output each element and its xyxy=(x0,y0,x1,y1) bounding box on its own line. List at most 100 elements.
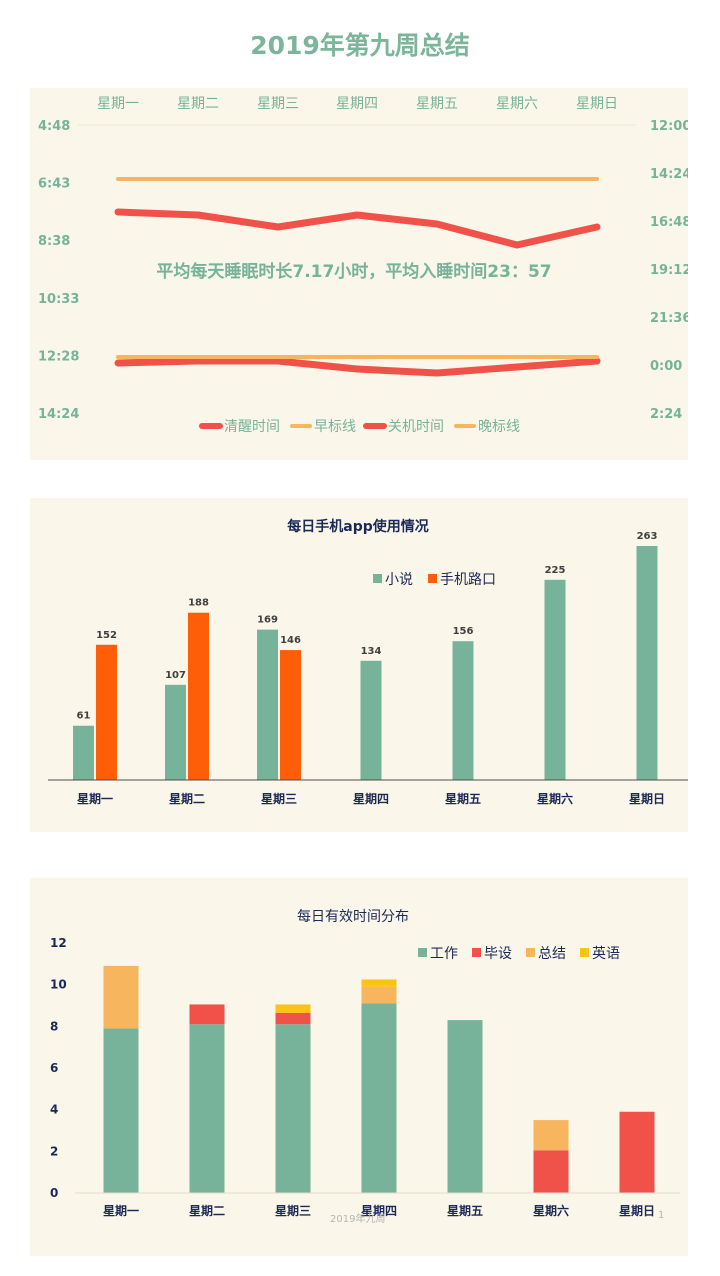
x-tick-label: 星期四 xyxy=(336,96,378,112)
right-axis-tick: 0:00 xyxy=(650,359,682,374)
app-usage-chart-panel: 每日手机app使用情况 61 152 星期一 107 188 星期二 169 146 星期三 134… xyxy=(30,498,692,832)
data-label: 156 xyxy=(453,626,474,637)
stacked-segment xyxy=(275,1024,311,1193)
y-tick-label: 4 xyxy=(50,1103,58,1117)
x-tick-label: 星期日 xyxy=(619,1203,655,1218)
x-tick-label: 星期三 xyxy=(275,1203,311,1218)
y-tick-label: 12 xyxy=(50,936,67,950)
legend-swatch xyxy=(580,948,589,957)
legend-swatch xyxy=(418,948,427,957)
stacked-segment xyxy=(103,1028,139,1193)
stacked-segment xyxy=(619,1111,655,1193)
y-tick-label: 6 xyxy=(50,1061,58,1075)
data-label: 146 xyxy=(280,635,301,646)
data-label: 107 xyxy=(165,670,186,681)
legend-label: 小说 xyxy=(385,572,413,588)
chart-annotation: 平均每天睡眠时长7.17小时，平均入睡时间23：57 xyxy=(156,261,551,282)
data-label: 188 xyxy=(188,598,209,609)
x-tick-label: 星期一 xyxy=(103,1203,139,1218)
stacked-segment xyxy=(361,979,397,987)
stacked-segment xyxy=(361,986,397,1004)
x-tick-label: 星期二 xyxy=(169,791,205,806)
data-label: 169 xyxy=(257,615,278,626)
right-axis-tick: 16:48 xyxy=(650,215,688,230)
data-label: 263 xyxy=(637,531,658,542)
left-axis-tick: 4:48 xyxy=(38,119,70,134)
x-tick-label: 星期四 xyxy=(361,1203,397,1218)
right-axis-tick: 14:24 xyxy=(650,167,688,182)
bar-shoujilukou xyxy=(280,650,301,780)
page-number: 1 xyxy=(658,1210,665,1221)
x-tick-label: 星期一 xyxy=(97,96,139,112)
y-tick-label: 8 xyxy=(50,1019,58,1033)
stacked-segment xyxy=(275,1012,311,1025)
data-label: 134 xyxy=(361,646,382,657)
stacked-segment xyxy=(533,1120,569,1151)
bar-xiaoshuo xyxy=(360,660,382,780)
legend-label: 早标线 xyxy=(314,419,356,435)
x-tick-label: 星期五 xyxy=(447,1203,483,1218)
stacked-segment xyxy=(447,1020,483,1193)
x-tick-label: 星期三 xyxy=(261,791,297,806)
legend-label: 总结 xyxy=(538,946,566,962)
x-tick-label: 星期六 xyxy=(537,791,573,806)
bar-shoujilukou xyxy=(96,644,117,780)
bar-xiaoshuo xyxy=(544,579,566,780)
legend-label: 工作 xyxy=(430,946,458,962)
stacked-segment xyxy=(103,965,139,1029)
bar-shoujilukou xyxy=(188,612,209,780)
page-title: 2019年第九周总结 xyxy=(250,31,470,60)
bar-xiaoshuo xyxy=(452,641,474,780)
y-tick-label: 10 xyxy=(50,978,67,992)
left-axis-tick: 6:43 xyxy=(38,177,70,192)
x-tick-label: 星期六 xyxy=(496,96,538,112)
stacked-segment xyxy=(275,1004,311,1013)
x-tick-label: 星期一 xyxy=(77,791,113,806)
x-tick-label: 星期日 xyxy=(576,96,618,112)
x-tick-label: 星期日 xyxy=(629,791,665,806)
chart-title: 每日有效时间分布 xyxy=(297,909,409,925)
right-axis-tick: 21:36 xyxy=(650,311,688,326)
x-tick-label: 星期五 xyxy=(445,791,481,806)
legend-label: 清醒时间 xyxy=(224,419,280,435)
legend-swatch xyxy=(526,948,535,957)
sleep-line-chart: 星期一 星期二 星期三 星期四 星期五 星期六 星期日 4:48 6:43 8:38 10:33 12… xyxy=(38,96,691,435)
x-tick-label: 星期四 xyxy=(353,791,389,806)
sleep-chart-panel: 星期一 星期二 星期三 星期四 星期五 星期六 星期日 4:48 6:43 8:38 10:33 12… xyxy=(30,88,691,460)
y-tick-label: 2 xyxy=(50,1144,58,1158)
legend-swatch xyxy=(472,948,481,957)
x-tick-label: 星期二 xyxy=(177,96,219,112)
left-axis-tick: 8:38 xyxy=(38,234,70,249)
legend-label: 英语 xyxy=(592,945,620,962)
x-tick-label: 星期二 xyxy=(189,1203,225,1218)
x-tick-label: 星期五 xyxy=(416,96,458,112)
y-tick-label: 0 xyxy=(50,1186,58,1200)
data-label: 61 xyxy=(77,711,91,722)
data-label: 225 xyxy=(545,565,566,576)
effective-time-chart-panel: 每日有效时间分布 0 2 4 6 8 10 12 星期一 星期二 星期三 星期四 星期五 星期六 星期日 工作… xyxy=(30,878,688,1256)
right-axis-tick: 2:24 xyxy=(650,407,682,422)
bar-xiaoshuo xyxy=(165,684,186,780)
stacked-segment xyxy=(361,1003,397,1193)
bar-xiaoshuo xyxy=(257,629,278,780)
right-axis-tick: 19:12 xyxy=(650,263,688,278)
effective-time-stacked-chart: 每日有效时间分布 0 2 4 6 8 10 12 星期一 星期二 星期三 星期四 星期五 星期六 星期日 工作… xyxy=(50,909,680,1218)
bar-xiaoshuo xyxy=(636,546,658,780)
series-line xyxy=(114,357,601,377)
stacked-segment xyxy=(533,1150,569,1193)
left-axis-tick: 10:33 xyxy=(38,292,79,307)
series-line xyxy=(114,208,601,249)
chart-title: 每日手机app使用情况 xyxy=(287,518,429,535)
data-label: 152 xyxy=(96,630,117,641)
x-tick-label: 星期六 xyxy=(533,1203,569,1218)
legend-label: 晚标线 xyxy=(478,419,520,435)
stacked-segment xyxy=(189,1004,225,1025)
legend-swatch xyxy=(373,574,382,583)
bar-xiaoshuo xyxy=(73,725,94,780)
legend-swatch xyxy=(428,574,437,583)
left-axis-tick: 12:28 xyxy=(38,349,79,364)
stacked-segment xyxy=(189,1024,225,1193)
left-axis-tick: 14:24 xyxy=(38,407,79,422)
footer-text: 2019年九周 xyxy=(330,1214,386,1225)
